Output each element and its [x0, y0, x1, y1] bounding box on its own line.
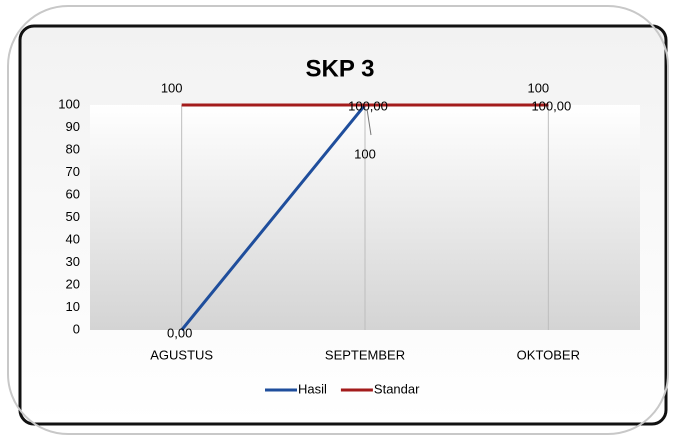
data-label: 100: [354, 146, 376, 161]
data-label: 100,00: [531, 98, 571, 113]
y-tick-label: 40: [66, 231, 80, 246]
y-tick-label: 10: [66, 299, 80, 314]
y-tick-label: 30: [66, 254, 80, 269]
frame: [7, 5, 669, 435]
x-tick-label: AGUSTUS: [150, 347, 213, 362]
leader-line: [366, 108, 372, 136]
y-tick-label: 70: [66, 164, 80, 179]
chart-title: SKP 3: [306, 55, 375, 82]
legend-label: Standar: [374, 381, 420, 396]
data-label: 100: [161, 80, 183, 95]
y-tick-label: 80: [66, 141, 80, 156]
x-tick-label: OKTOBER: [517, 347, 580, 362]
data-label: 100: [527, 80, 549, 95]
y-tick-label: 100: [58, 96, 80, 111]
legend-label: Hasil: [298, 381, 327, 396]
y-tick-label: 0: [73, 321, 80, 336]
data-label: 0,00: [167, 325, 192, 340]
x-tick-label: SEPTEMBER: [325, 347, 405, 362]
data-label: 100,00: [348, 98, 388, 113]
y-tick-label: 50: [66, 209, 80, 224]
y-tick-label: 20: [66, 276, 80, 291]
y-tick-label: 90: [66, 119, 80, 134]
y-tick-label: 60: [66, 186, 80, 201]
